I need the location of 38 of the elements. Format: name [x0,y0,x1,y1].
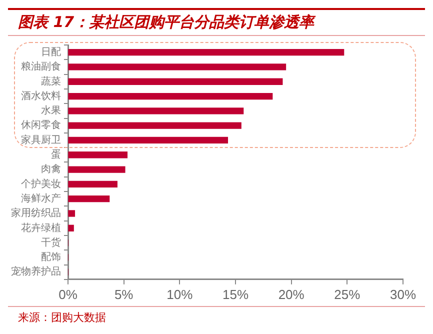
y-tick-label: 个护美妆 [21,178,61,190]
bar [68,136,228,144]
y-tick-label: 蔬菜 [41,75,61,88]
y-tick-label: 蛋 [51,148,61,160]
bar [68,180,118,188]
bar [68,48,344,56]
y-tick-label: 干货 [41,236,61,248]
y-tick-label: 家具厨卫 [21,134,61,146]
y-tick-label: 配饰 [41,251,61,264]
bar [68,210,76,217]
bar [68,122,242,129]
bar [68,152,128,158]
y-tick-label: 酒水饮料 [21,90,61,102]
y-tick-label: 水果 [41,104,61,117]
bar [68,78,283,85]
x-tick-label: 15% [222,286,249,302]
source-note: 来源：团购大数据 [18,310,107,325]
y-tick-label: 花卉绿植 [21,222,61,234]
y-tick-label: 海鲜水产 [21,192,61,204]
x-tick-label: 5% [114,286,134,302]
bar [68,195,110,202]
bar [68,166,126,173]
x-tick-label: 30% [390,286,416,302]
y-tick-label: 宠物养护品 [11,266,61,278]
bar [68,64,286,70]
y-tick-label: 日配 [41,46,61,58]
x-tick-label: 20% [278,286,305,302]
x-tick-label: 10% [166,286,194,302]
y-tick-label: 粮油副食 [21,60,61,73]
y-tick-label: 肉禽 [41,163,61,176]
chart-title: 图表 17：某社区团购平台分品类订单渗透率 [8,8,425,36]
y-tick-label: 休闲零食 [21,119,61,132]
y-tick-label: 家用纺织品 [11,207,61,220]
bar [68,92,273,100]
bar [68,224,74,232]
bar [68,108,244,114]
x-tick-label: 0% [58,286,78,302]
x-tick-label: 25% [334,286,361,302]
